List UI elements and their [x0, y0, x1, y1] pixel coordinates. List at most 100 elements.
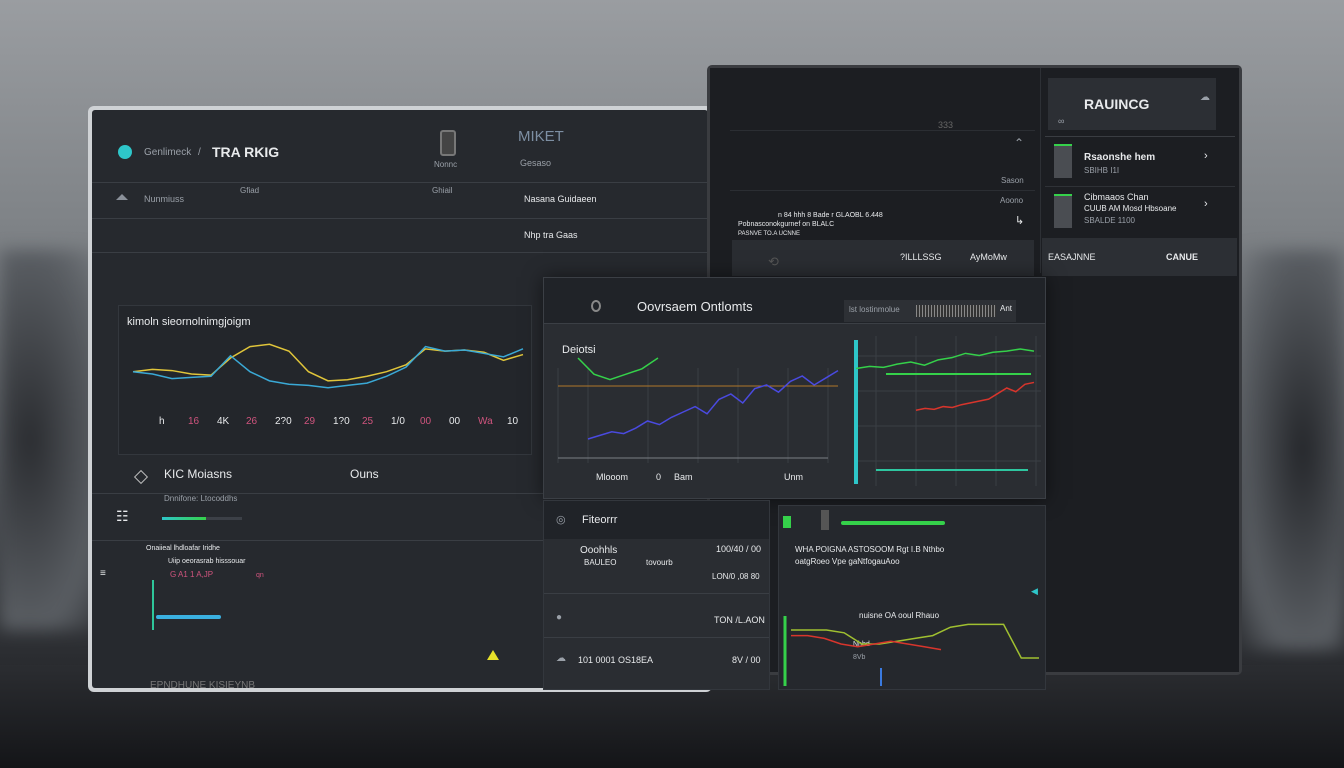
cloud-icon[interactable]: ☁: [1200, 92, 1210, 103]
mini-chart-sub2: 8Vb: [853, 654, 866, 661]
x-tick-label: h: [159, 416, 165, 427]
refresh-icon[interactable]: ⟲: [768, 254, 779, 269]
row-sub: BAULEO: [584, 558, 617, 567]
side-item-title[interactable]: Cibmaaos Chan: [1084, 192, 1149, 202]
x-tick-label: 2?0: [275, 416, 292, 427]
list-accent-bar: [152, 580, 154, 630]
side-bar-left[interactable]: EASAJNNE: [1048, 252, 1096, 262]
x-label: 0: [656, 472, 662, 482]
bar-right-label[interactable]: AyMoMw: [970, 252, 1007, 262]
toggle-handle[interactable]: [821, 510, 829, 530]
settings-icon[interactable]: ◎: [556, 514, 566, 526]
section-right[interactable]: Ouns: [350, 467, 379, 481]
triangle-icon: [116, 194, 128, 200]
arrow-icon[interactable]: ↳: [1015, 215, 1025, 227]
market-title: MIKET: [518, 128, 564, 145]
warning-icon[interactable]: [487, 650, 499, 660]
divider: [730, 130, 1035, 131]
breadcrumb-separator: /: [198, 147, 201, 158]
progress-fill: [162, 517, 206, 520]
menu-icon[interactable]: ≡: [100, 568, 106, 579]
row-value: 100/40 / 00: [716, 544, 762, 554]
divider: [92, 182, 708, 183]
link-1[interactable]: Sason: [1001, 176, 1024, 185]
chevron-right-icon[interactable]: ›: [1204, 150, 1208, 162]
app-logo-icon[interactable]: [118, 145, 132, 159]
details-chart: [557, 357, 839, 463]
overview-header: Oovrsaem Ontlomts lst lostinmolue Ant: [544, 278, 1045, 324]
x-tick-label: 1/0: [391, 416, 405, 427]
top-value: 333: [938, 120, 954, 130]
chart-title: kimoln sieornolnimgjoigm: [127, 316, 251, 328]
list-item-title[interactable]: Uiip oeorasrab hisssouar: [168, 558, 246, 565]
row-label[interactable]: Nunmiuss: [144, 194, 185, 204]
row-right[interactable]: Nasana Guidaeen: [524, 194, 597, 204]
breadcrumb-root[interactable]: Genlimeck: [144, 147, 192, 158]
divider: [92, 218, 708, 219]
cloud-icon[interactable]: ☁: [556, 653, 566, 664]
info-icon[interactable]: ●: [556, 612, 563, 623]
filter-header: ◎ Fiteorrr: [544, 501, 769, 539]
list-item-sub: G A1 1 A,JP: [170, 570, 214, 579]
side-bottom-bar: EASAJNNE CANUE: [1042, 238, 1237, 276]
row3-right[interactable]: Nhp tra Gaas: [524, 230, 578, 240]
x-tick-label: Wa: [478, 416, 493, 427]
x-label: Unm: [784, 472, 804, 482]
info-text-1: n 84 hhh 8 Bade r GLAOBL 6.448: [778, 212, 883, 219]
row-value: TON /L.AON: [714, 615, 765, 625]
bottom-bar: ⟲ ?ILLLSSG AyMoMw: [732, 240, 1034, 276]
mini-chart: [783, 616, 1039, 686]
filter-title: Fiteorrr: [582, 514, 618, 526]
comparison-chart: [854, 336, 1041, 486]
phone-label: Nonnc: [434, 160, 458, 169]
progress-bar: [162, 517, 242, 520]
x-label: Mlooom: [596, 472, 629, 482]
divider: [1045, 136, 1235, 137]
row-label[interactable]: 101 0001 OS18EA: [578, 655, 654, 665]
x-tick-label: 16: [188, 416, 200, 427]
row-value: LON/0 ,08 80: [712, 572, 760, 581]
chevron-up-icon[interactable]: ⌃: [1014, 136, 1025, 150]
footer-text: EPNDHUNE KISIEYNB: [150, 680, 256, 688]
list-item-tag: qn: [256, 572, 264, 579]
section-subtitle: Dnnifone: Ltocoddhs: [164, 494, 238, 503]
divider: [544, 637, 769, 638]
search-placeholder: lst lostinmolue: [849, 305, 900, 314]
series-line-1: [132, 345, 524, 389]
trend-chart: [132, 343, 524, 389]
page-title: TRA RKIG: [212, 144, 280, 160]
red-series: [915, 381, 1035, 412]
side-title: RAUINCG: [1084, 96, 1150, 112]
divider: [544, 593, 769, 594]
calendar-icon[interactable]: ☷: [116, 508, 129, 524]
bar-left-label[interactable]: ?ILLLSSG: [900, 252, 942, 262]
row-label[interactable]: Ooohhls: [580, 545, 618, 556]
market-subtitle: Gesaso: [520, 158, 552, 168]
background-blur-right: [1240, 250, 1344, 650]
circle-icon: [591, 300, 601, 312]
phone-icon[interactable]: [440, 130, 456, 156]
link-2[interactable]: Aoono: [1000, 196, 1024, 205]
x-tick-label: 10: [507, 416, 519, 427]
link-icon[interactable]: ∞: [1058, 116, 1065, 126]
x-tick-label: 26: [246, 416, 258, 427]
item-thumbnail: [1054, 144, 1072, 178]
chevron-right-icon[interactable]: ›: [1204, 198, 1208, 210]
filter-panel: ◎ Fiteorrr Ooohhls 100/40 / 00 BAULEO to…: [543, 500, 770, 690]
divider: [1045, 186, 1235, 187]
search-input[interactable]: lst lostinmolue Ant: [844, 300, 1016, 322]
divider: [92, 252, 708, 253]
x-tick-label: 1?0: [333, 416, 350, 427]
row-mid-2: Ghiail: [432, 186, 453, 195]
x-tick-label: 25: [362, 416, 374, 427]
status-icon: [783, 516, 791, 528]
pin-icon[interactable]: ◀: [1031, 586, 1038, 596]
diamond-icon: [133, 469, 149, 485]
alert-line-1: WHA POIGNA ASTOSOOM Rgt I.B Nthbo: [795, 545, 945, 554]
x-tick-label: 29: [304, 416, 316, 427]
section-title: KIC Moiasns: [164, 467, 233, 481]
side-item-title[interactable]: Rsaonshe hem: [1084, 152, 1156, 163]
side-bar-right[interactable]: CANUE: [1166, 252, 1199, 262]
divider: [730, 190, 1035, 191]
search-button[interactable]: Ant: [1000, 304, 1013, 313]
